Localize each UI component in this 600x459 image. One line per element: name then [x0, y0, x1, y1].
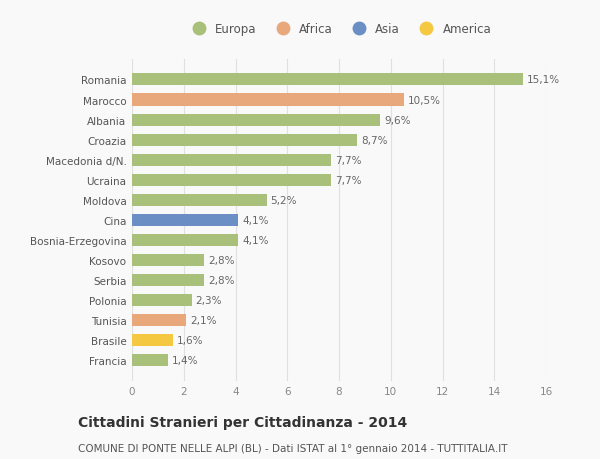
Bar [132, 314, 187, 326]
Text: COMUNE DI PONTE NELLE ALPI (BL) - Dati ISTAT al 1° gennaio 2014 - TUTTITALIA.IT: COMUNE DI PONTE NELLE ALPI (BL) - Dati I… [78, 443, 508, 453]
Bar [132, 74, 523, 86]
Text: 1,6%: 1,6% [177, 336, 204, 345]
Bar [132, 94, 404, 106]
Text: 10,5%: 10,5% [407, 95, 440, 105]
Text: 15,1%: 15,1% [527, 75, 560, 85]
Bar [132, 294, 191, 306]
Legend: Europa, Africa, Asia, America: Europa, Africa, Asia, America [184, 21, 494, 38]
Text: 8,7%: 8,7% [361, 135, 388, 146]
Text: 5,2%: 5,2% [271, 196, 297, 205]
Bar [132, 274, 205, 286]
Text: Cittadini Stranieri per Cittadinanza - 2014: Cittadini Stranieri per Cittadinanza - 2… [78, 415, 407, 429]
Text: 4,1%: 4,1% [242, 215, 268, 225]
Text: 9,6%: 9,6% [384, 115, 411, 125]
Bar [132, 134, 357, 146]
Text: 2,1%: 2,1% [190, 315, 217, 325]
Bar [132, 214, 238, 226]
Text: 4,1%: 4,1% [242, 235, 268, 245]
Bar [132, 235, 238, 246]
Bar [132, 354, 168, 366]
Bar [132, 174, 331, 186]
Text: 2,3%: 2,3% [196, 295, 222, 305]
Bar [132, 114, 380, 126]
Text: 2,8%: 2,8% [208, 275, 235, 285]
Bar [132, 254, 205, 266]
Text: 7,7%: 7,7% [335, 175, 362, 185]
Text: 1,4%: 1,4% [172, 355, 199, 365]
Bar [132, 334, 173, 347]
Text: 7,7%: 7,7% [335, 155, 362, 165]
Bar [132, 154, 331, 166]
Text: 2,8%: 2,8% [208, 255, 235, 265]
Bar [132, 194, 266, 206]
